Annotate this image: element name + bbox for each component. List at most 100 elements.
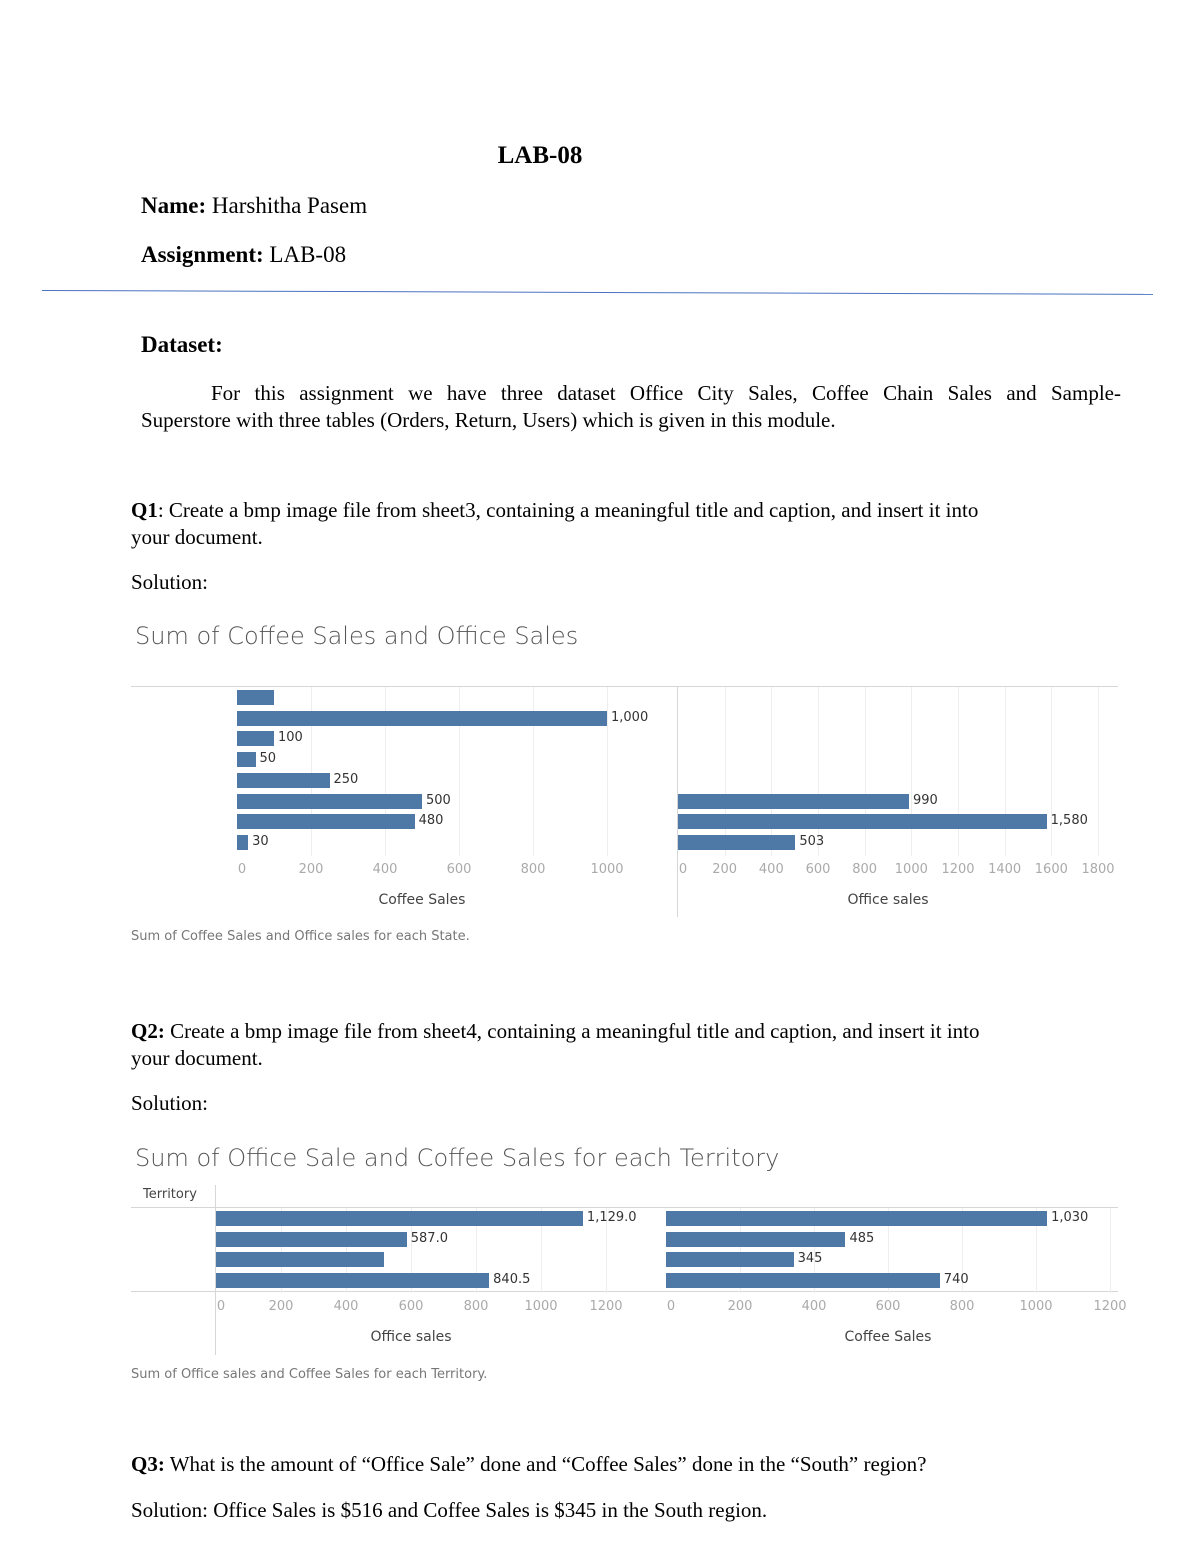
q2-question: Q2: Create a bmp image file from sheet4,… [131, 1018, 1111, 1072]
gridline [459, 687, 460, 856]
assignment-line: Assignment: LAB-08 [141, 242, 346, 268]
x-tick-label: 800 [852, 862, 878, 877]
assignment-label: Assignment: [141, 242, 264, 267]
bar [237, 690, 274, 705]
bar [237, 814, 415, 830]
gridline [962, 1208, 963, 1294]
q2-text: Create a bmp image file from sheet4, con… [164, 1019, 980, 1043]
bar [678, 793, 909, 809]
x-tick-label: 600 [398, 1299, 424, 1314]
x-tick-label: 200 [727, 1299, 753, 1314]
name-line: Name: Harshitha Pasem [141, 193, 367, 219]
gridline [958, 687, 959, 856]
gridline [888, 1208, 889, 1294]
top-rule [131, 1207, 1118, 1208]
data-label: 100 [278, 730, 303, 746]
data-label: 740 [943, 1271, 969, 1287]
bar [678, 814, 1047, 830]
gridline [740, 1208, 741, 1294]
gridline [541, 1208, 542, 1294]
data-label: 480 [418, 813, 444, 829]
q1-solution: Solution: [131, 570, 209, 594]
data-label: 500 [426, 792, 451, 808]
chart-title: Sum of Coffee Sales and Office Sales [135, 622, 579, 650]
x-tick-label: 1400 [988, 862, 1022, 877]
q3-text: What is the amount of “Office Sale” done… [164, 1452, 927, 1476]
data-label: 345 [797, 1251, 823, 1267]
x-tick-label: 0 [666, 1299, 676, 1314]
gridline [311, 687, 312, 856]
assignment-value: LAB-08 [269, 242, 347, 267]
x-tick-label: 1000 [524, 1299, 558, 1314]
data-label: 1,580 [1050, 813, 1088, 829]
chart-caption: Sum of Office sales and Coffee Sales for… [131, 1367, 488, 1382]
bar [216, 1272, 490, 1288]
q2-solution: Solution: [131, 1091, 209, 1115]
x-tick-label: 400 [372, 862, 398, 877]
x-tick-label: 800 [949, 1299, 975, 1314]
bar [237, 772, 330, 788]
bar [666, 1252, 794, 1268]
x-axis-title: Coffee Sales [378, 892, 466, 908]
panel-separator [215, 1185, 216, 1355]
gridline [606, 1208, 607, 1294]
data-label: 587.0 [410, 1230, 448, 1246]
x-axis-title: Office sales [847, 892, 929, 908]
data-label: 50 [259, 751, 277, 767]
x-tick-label: 600 [446, 862, 472, 877]
x-tick-label: 600 [805, 862, 831, 877]
q1-text: : Create a bmp image file from sheet3, c… [157, 498, 979, 522]
bar [666, 1272, 940, 1288]
q3-solution: Solution: Office Sales is $516 and Coffe… [131, 1498, 768, 1522]
q1-text-2: your document. [131, 525, 263, 549]
bar [678, 834, 796, 850]
dataset-line-2: Superstore with three tables (Orders, Re… [141, 408, 836, 432]
gridline [771, 687, 773, 856]
q3-question: Q3: What is the amount of “Office Sale” … [131, 1451, 926, 1478]
document-title: LAB-08 [497, 142, 583, 169]
bottom-rule [131, 1291, 1118, 1292]
gridline [607, 687, 608, 856]
panel-separator [677, 686, 678, 917]
dataset-paragraph: For this assignment we have three datase… [141, 380, 1121, 434]
x-axis-title: Coffee Sales [844, 1329, 932, 1345]
data-label: 1,000 [611, 709, 649, 725]
bar [237, 710, 607, 726]
gridline [476, 1208, 477, 1294]
q1-question: Q1: Create a bmp image file from sheet3,… [131, 497, 1111, 551]
gridline [1098, 687, 1099, 856]
gridline [533, 687, 534, 856]
name-label: Name: [141, 193, 207, 218]
x-tick-label: 1000 [590, 862, 624, 877]
data-label: 250 [333, 771, 359, 787]
x-tick-label: 400 [758, 862, 784, 877]
bar [237, 731, 274, 747]
bar [666, 1231, 846, 1247]
gridline [724, 687, 726, 856]
bar [666, 1211, 1048, 1226]
x-tick-label: 1000 [1019, 1299, 1053, 1314]
gridline [818, 687, 819, 856]
data-label: 30 [252, 833, 269, 849]
data-label: 1,030 [1051, 1210, 1089, 1225]
q2-text-2: your document. [131, 1046, 263, 1070]
bar [216, 1252, 384, 1268]
bar [216, 1211, 583, 1226]
gridline [911, 687, 913, 856]
chart-title: Sum of Office Sale and Coffee Sales for … [135, 1144, 780, 1172]
gridline [385, 687, 386, 856]
gridline [814, 1208, 815, 1294]
bar [237, 834, 249, 850]
gridline [346, 1208, 347, 1294]
name-value: Harshitha Pasem [211, 193, 368, 218]
gridline [1004, 687, 1006, 856]
x-tick-label: 1600 [1034, 862, 1068, 877]
x-tick-label: 800 [520, 862, 546, 877]
bar [216, 1231, 407, 1247]
x-tick-label: 200 [298, 862, 324, 877]
data-label: 990 [913, 792, 938, 808]
x-tick-label: 1000 [894, 862, 928, 877]
gridline [1051, 687, 1053, 856]
divider-rule [41, 290, 1153, 295]
